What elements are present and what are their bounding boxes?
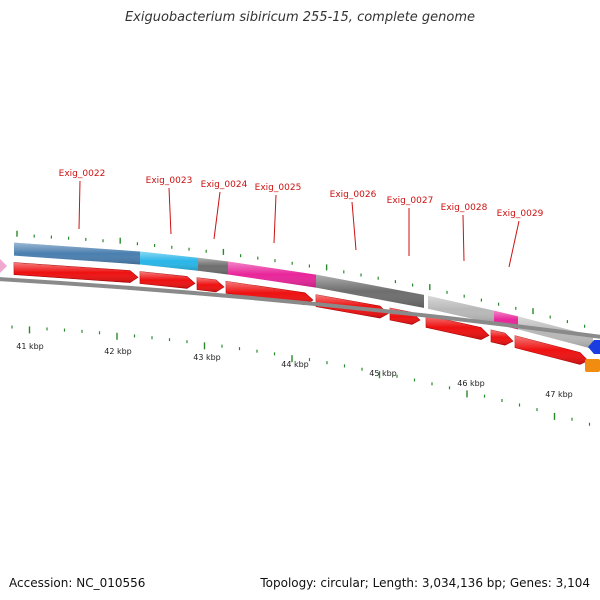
gene-label[interactable]: Exig_0029 [497, 209, 544, 268]
cds-arrow [514, 335, 589, 365]
kbp-label: 43 kbp [193, 353, 221, 362]
genome-backbone [0, 277, 600, 339]
far-right-blue-feature [588, 340, 600, 354]
gene-leader-line [168, 187, 172, 235]
gene-leader-line [462, 214, 465, 262]
genome-summary: Topology: circular; Length: 3,034,136 bp… [260, 576, 590, 590]
gene-label-text: Exig_0025 [255, 183, 302, 193]
gene-label-text: Exig_0027 [387, 196, 434, 206]
gene-label-text: Exig_0023 [146, 176, 193, 186]
gene-label[interactable]: Exig_0023 [146, 176, 193, 235]
accession-label: Accession: NC_010556 [9, 576, 146, 590]
gene-label[interactable]: Exig_0024 [201, 180, 248, 240]
gene-leader-line [78, 180, 81, 230]
kbp-label: 41 kbp [16, 342, 44, 351]
gene-label-text: Exig_0022 [59, 169, 106, 179]
gene-leader-line [351, 201, 357, 251]
band-dark-gray [316, 274, 424, 308]
band-pink [228, 261, 316, 288]
bottom-tick-row [11, 325, 591, 426]
kbp-label: 44 kbp [281, 360, 309, 369]
left-edge-feature [0, 259, 7, 273]
gene-label[interactable]: Exig_0027 [387, 196, 434, 256]
gene-leader-line [273, 194, 277, 244]
top-tick-row [16, 230, 586, 328]
cds-arrow [196, 277, 225, 293]
kbp-label: 45 kbp [369, 369, 397, 378]
kbp-label: 46 kbp [457, 379, 485, 388]
cds-arrow [139, 271, 196, 289]
band-dark-gray [198, 257, 228, 275]
gene-label[interactable]: Exig_0022 [59, 169, 106, 230]
genome-title: Exiguobacterium sibiricum 255-15, comple… [124, 10, 476, 25]
far-right-orange-feature [585, 359, 600, 372]
kbp-label: 42 kbp [104, 347, 132, 356]
gene-label[interactable]: Exig_0028 [441, 203, 488, 262]
gene-label-text: Exig_0026 [330, 190, 377, 200]
cds-arrow [425, 314, 490, 340]
gene-label-text: Exig_0028 [441, 203, 488, 213]
cds-arrow [13, 262, 139, 283]
kbp-label-row: 41 kbp 42 kbp 43 kbp 44 kbp 45 kbp 46 kbp 47 k… [16, 342, 573, 399]
edge-features [0, 259, 600, 372]
gene-leader-line [213, 191, 221, 240]
kbp-label: 47 kbp [545, 390, 573, 399]
gene-label[interactable]: Exig_0026 [330, 190, 377, 251]
gene-leader-line [508, 220, 520, 268]
gene-label-text: Exig_0024 [201, 180, 248, 190]
gene-label-row: Exig_0022 Exig_0023 Exig_0024 Exig_0025 Exig… [59, 169, 544, 268]
band-blue [14, 242, 140, 265]
gene-label-text: Exig_0029 [497, 209, 544, 219]
band-cyan [140, 251, 198, 271]
band-light-gray [428, 295, 494, 324]
cog-color-track [14, 242, 593, 350]
gene-label[interactable]: Exig_0025 [255, 183, 302, 244]
cds-arrow [490, 329, 514, 346]
